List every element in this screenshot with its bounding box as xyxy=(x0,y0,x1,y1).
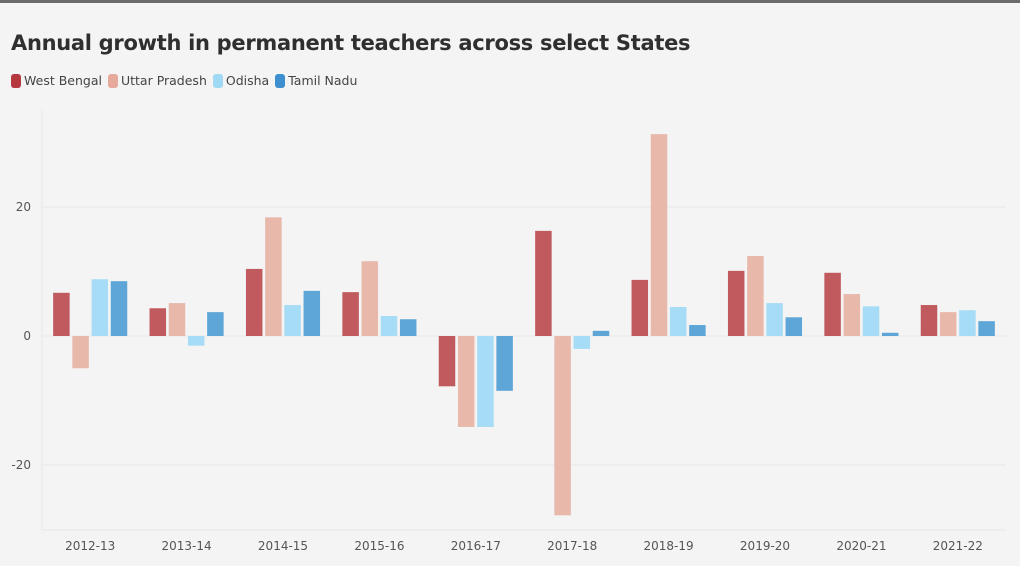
bar-west-bengal-2013-14 xyxy=(149,308,167,336)
bar-uttar-pradesh-2020-21 xyxy=(843,294,861,336)
bar-west-bengal-2021-22 xyxy=(920,305,938,336)
bar-west-bengal-2014-15 xyxy=(245,268,263,336)
bar-tamil-nadu-2017-18 xyxy=(592,330,610,336)
top-border xyxy=(0,0,1020,3)
bar-tamil-nadu-2013-14 xyxy=(207,312,224,336)
bar-uttar-pradesh-2021-22 xyxy=(939,312,957,336)
bar-west-bengal-2016-17 xyxy=(438,336,456,387)
bar-west-bengal-2019-20 xyxy=(727,270,745,336)
legend-item-uttar-pradesh: Uttar Pradesh xyxy=(107,73,207,88)
x-tick-label: 2016-17 xyxy=(451,539,501,553)
bar-west-bengal-2020-21 xyxy=(824,272,841,336)
bar-odisha-2018-19 xyxy=(669,306,687,336)
bar-tamil-nadu-2018-19 xyxy=(689,325,706,336)
bar-tamil-nadu-2012-13 xyxy=(110,281,128,336)
legend-label: Tamil Nadu xyxy=(288,73,358,88)
bar-tamil-nadu-2014-15 xyxy=(303,290,321,336)
bar-west-bengal-2015-16 xyxy=(342,292,359,336)
y-tick-label: -20 xyxy=(11,458,31,472)
bar-odisha-2017-18 xyxy=(573,336,591,349)
legend-item-odisha: Odisha xyxy=(212,73,270,88)
x-tick-label: 2018-19 xyxy=(644,539,694,553)
x-tick-label: 2012-13 xyxy=(65,539,115,553)
legend-label: Odisha xyxy=(225,73,270,88)
bar-uttar-pradesh-2014-15 xyxy=(265,217,282,336)
bar-tamil-nadu-2015-16 xyxy=(399,319,417,336)
x-tick-label: 2013-14 xyxy=(162,539,212,553)
legend-label: Uttar Pradesh xyxy=(120,73,207,88)
bar-west-bengal-2018-19 xyxy=(631,279,649,336)
bar-tamil-nadu-2016-17 xyxy=(496,336,513,391)
bar-uttar-pradesh-2015-16 xyxy=(361,261,379,336)
y-tick-label: 0 xyxy=(23,329,31,343)
legend-swatch xyxy=(107,73,118,88)
legend-item-tamil-nadu: Tamil Nadu xyxy=(275,73,357,88)
bar-uttar-pradesh-2012-13 xyxy=(72,336,89,369)
legend: West Bengal Uttar Pradesh Odisha Tamil N… xyxy=(11,73,357,88)
bar-tamil-nadu-2019-20 xyxy=(785,317,803,336)
bar-tamil-nadu-2021-22 xyxy=(978,321,995,336)
x-tick-label: 2017-18 xyxy=(547,539,597,553)
bar-odisha-2014-15 xyxy=(284,305,301,336)
bar-uttar-pradesh-2018-19 xyxy=(650,134,668,336)
x-tick-label: 2021-22 xyxy=(933,539,983,553)
bar-tamil-nadu-2020-21 xyxy=(881,332,899,336)
x-tick-label: 2019-20 xyxy=(740,539,790,553)
chart-title: Annual growth in permanent teachers acro… xyxy=(11,31,691,55)
bar-odisha-2020-21 xyxy=(862,306,880,336)
bar-odisha-2016-17 xyxy=(477,336,494,427)
bar-odisha-2021-22 xyxy=(959,310,976,336)
bar-uttar-pradesh-2013-14 xyxy=(168,303,186,336)
bar-uttar-pradesh-2017-18 xyxy=(554,336,571,516)
bar-odisha-2015-16 xyxy=(380,316,398,336)
x-tick-label: 2020-21 xyxy=(836,539,886,553)
legend-swatch xyxy=(212,73,223,88)
x-tick-label: 2015-16 xyxy=(354,539,404,553)
y-tick-label: 20 xyxy=(16,200,31,214)
bar-west-bengal-2017-18 xyxy=(535,230,552,336)
bar-odisha-2013-14 xyxy=(187,336,205,346)
bar-west-bengal-2012-13 xyxy=(53,292,70,336)
x-tick-label: 2014-15 xyxy=(258,539,308,553)
legend-swatch xyxy=(275,73,286,88)
legend-swatch xyxy=(11,73,21,88)
bar-uttar-pradesh-2019-20 xyxy=(747,256,764,336)
bar-odisha-2012-13 xyxy=(91,279,109,336)
legend-label: West Bengal xyxy=(24,73,102,88)
bar-uttar-pradesh-2016-17 xyxy=(457,336,475,427)
legend-item-west-bengal: West Bengal xyxy=(11,73,102,88)
bar-odisha-2019-20 xyxy=(766,303,783,336)
